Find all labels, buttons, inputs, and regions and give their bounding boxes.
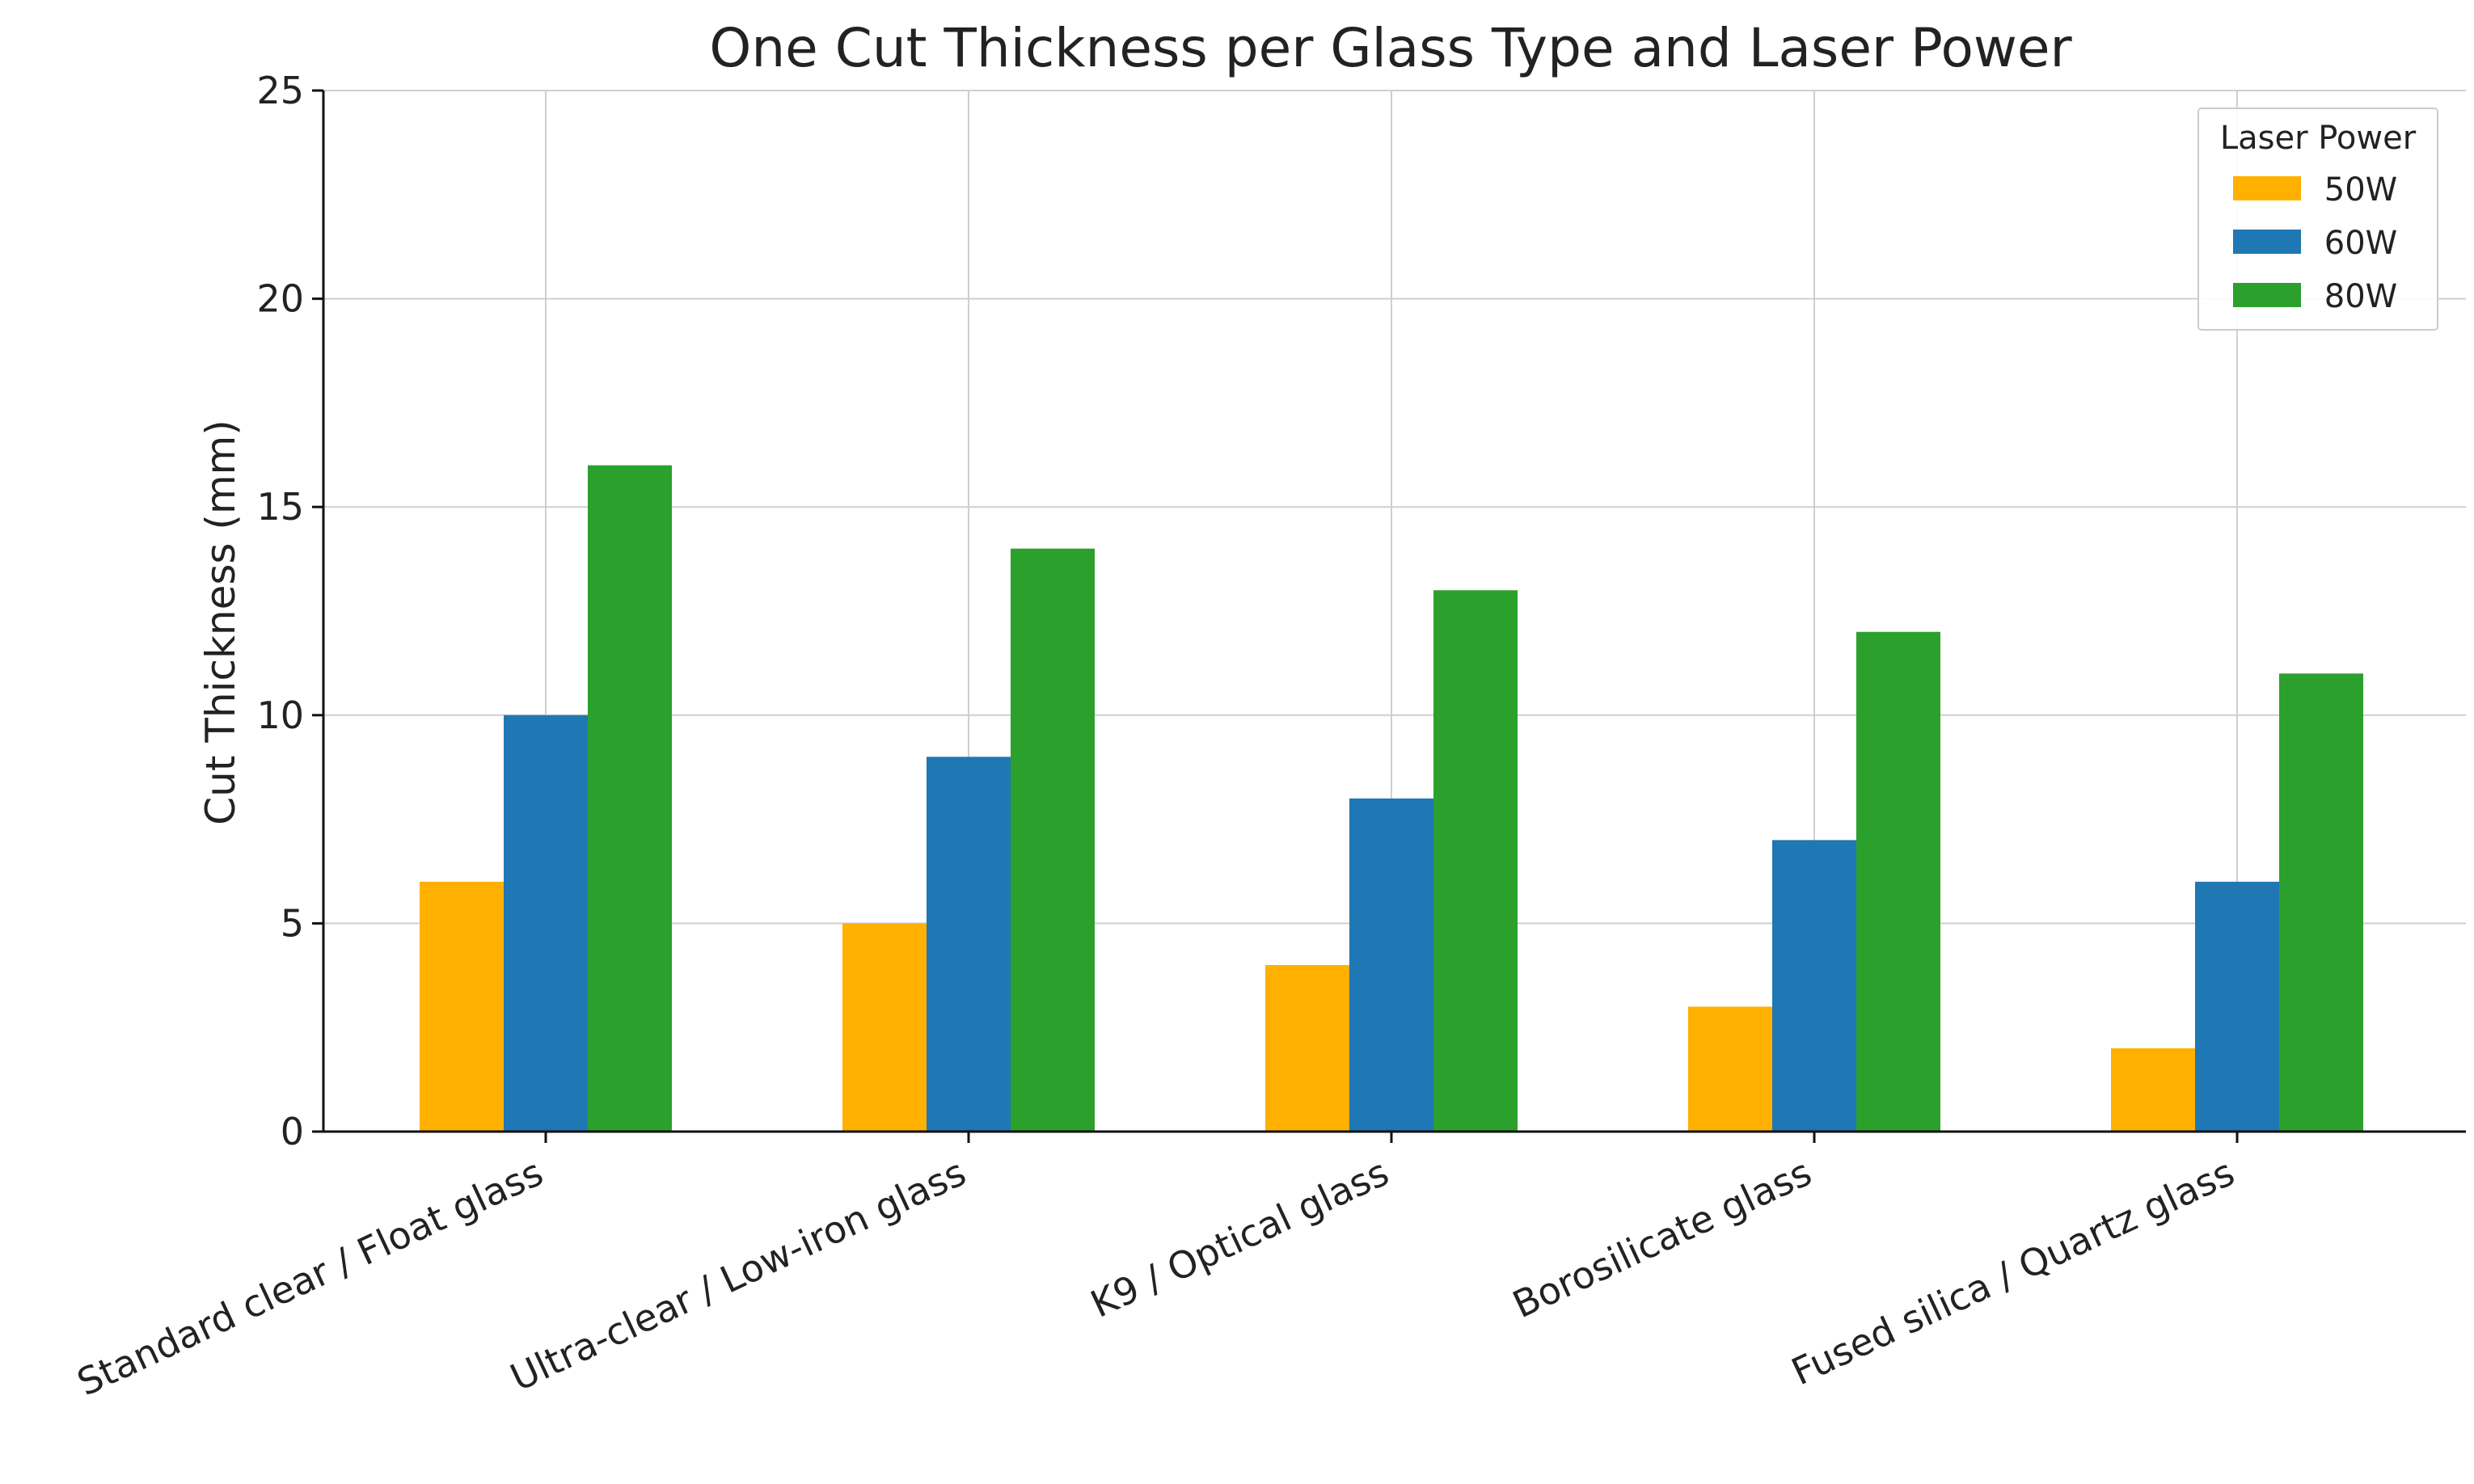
legend-swatch: [2233, 176, 2301, 200]
y-tick-label: 15: [256, 485, 304, 529]
legend-title: Laser Power: [2220, 120, 2417, 157]
chart-title: One Cut Thickness per Glass Type and Las…: [709, 17, 2072, 79]
legend-items: 50W 60W 80W: [2233, 171, 2397, 315]
bars: [420, 465, 2363, 1132]
y-tick-label: 0: [281, 1110, 304, 1153]
bar-50w: [420, 881, 504, 1132]
legend-swatch: [2233, 230, 2301, 254]
bar-50w: [2111, 1048, 2195, 1132]
legend-label: 80W: [2324, 278, 2397, 315]
bar-50w: [1688, 1006, 1772, 1132]
legend-label: 60W: [2324, 225, 2397, 262]
bar-50w: [1265, 964, 1349, 1132]
y-tick-label: 10: [256, 694, 304, 737]
bar-50w: [842, 923, 927, 1132]
y-axis-label: Cut Thickness (mm): [197, 419, 244, 825]
bar-60w: [504, 715, 588, 1132]
y-tick-label: 25: [256, 69, 304, 112]
legend-label: 50W: [2324, 171, 2397, 209]
bar-60w: [927, 757, 1011, 1132]
bar-80w: [1433, 590, 1518, 1132]
bar-80w: [588, 465, 672, 1132]
bar-60w: [1772, 840, 1856, 1132]
bar-60w: [1349, 798, 1433, 1132]
legend: Laser Power 50W 60W 80W: [2197, 108, 2438, 331]
legend-swatch: [2233, 283, 2301, 307]
axes: [322, 91, 2466, 1133]
bar-80w: [1011, 548, 1095, 1132]
legend-box: [2197, 108, 2438, 331]
y-tick-label: 20: [256, 277, 304, 321]
bar-80w: [1856, 631, 1940, 1132]
bar-80w: [2279, 673, 2363, 1132]
y-tick-label: 5: [281, 901, 304, 945]
bar-60w: [2195, 881, 2279, 1132]
y-ticks: 0 5 10 15 20 25: [256, 69, 323, 1153]
